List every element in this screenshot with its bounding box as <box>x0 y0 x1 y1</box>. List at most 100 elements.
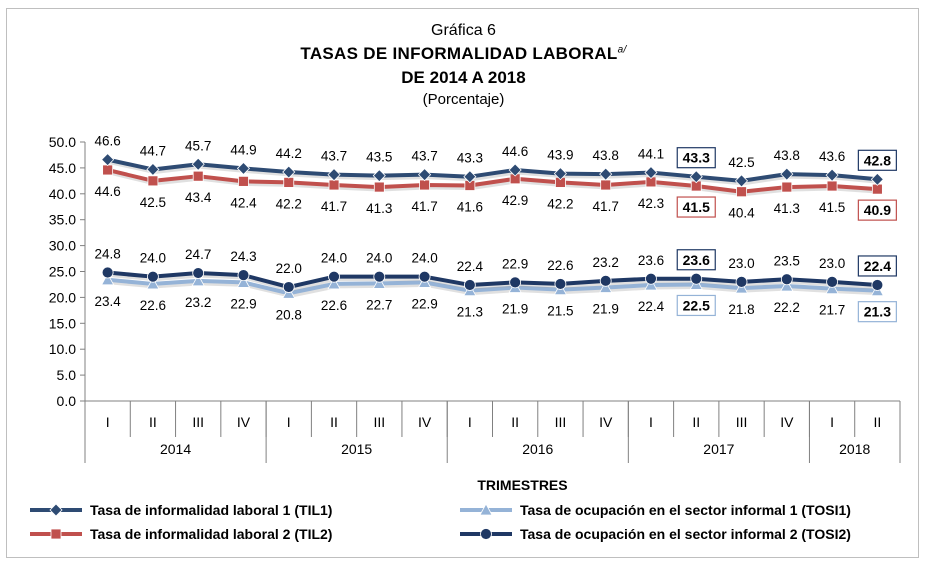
data-point <box>102 164 114 176</box>
data-label-box <box>857 301 897 323</box>
x-tick-label: II <box>511 414 519 430</box>
data-point <box>237 269 250 282</box>
data-label: 22.9 <box>502 256 528 271</box>
data-point <box>191 273 205 287</box>
data-label: 22.4 <box>457 259 484 274</box>
chart-title-unit: (Porcentaje) <box>0 91 927 108</box>
data-label: 44.1 <box>638 147 664 162</box>
data-point <box>146 277 160 290</box>
y-tick-label: 15.0 <box>49 315 76 331</box>
data-point <box>282 165 296 179</box>
data-label: 42.4 <box>230 195 257 210</box>
data-point <box>826 275 838 288</box>
x-tick-label: III <box>736 414 748 430</box>
data-label: 21.3 <box>457 305 483 320</box>
data-point <box>508 163 522 177</box>
data-point <box>192 170 204 182</box>
title-line4-text: (Porcentaje) <box>422 91 505 108</box>
data-point <box>418 168 432 182</box>
data-label: 22.4 <box>864 258 891 274</box>
data-label: 42.2 <box>276 196 302 211</box>
x-tick-label: II <box>692 414 700 430</box>
x-tick-label: III <box>373 414 385 430</box>
y-tick-label: 5.0 <box>57 367 77 383</box>
data-point <box>736 186 747 198</box>
data-point <box>238 175 249 187</box>
data-label: 43.9 <box>547 148 573 163</box>
data-label: 43.3 <box>683 150 710 166</box>
data-label: 44.7 <box>140 143 166 158</box>
data-label: 22.6 <box>321 298 347 313</box>
data-label: 24.0 <box>321 251 347 266</box>
data-label: 40.4 <box>728 206 755 221</box>
data-label: 44.6 <box>94 184 120 199</box>
x-tick-label: I <box>830 414 834 430</box>
data-label: 24.8 <box>94 247 120 262</box>
data-point <box>282 281 295 293</box>
data-point <box>870 172 884 186</box>
data-label: 24.0 <box>140 251 166 266</box>
legend-marker <box>479 503 493 516</box>
data-label: 22.2 <box>774 300 800 315</box>
series-line <box>107 157 878 183</box>
y-tick-label: 40.0 <box>49 186 76 202</box>
data-label: 41.6 <box>457 200 483 215</box>
data-point <box>780 279 794 292</box>
x-tick-label: I <box>287 414 291 430</box>
data-label: 22.6 <box>547 258 573 273</box>
data-label: 41.3 <box>774 201 800 216</box>
data-label: 22.7 <box>366 297 392 312</box>
data-label: 40.9 <box>864 202 891 218</box>
data-label-box <box>857 149 897 171</box>
data-label: 21.9 <box>502 302 528 317</box>
data-label-box <box>857 255 897 277</box>
y-tick-label: 25.0 <box>49 264 76 280</box>
legend-label: Tasa de informalidad laboral 2 (TIL2) <box>90 526 332 542</box>
data-label-box <box>676 196 716 218</box>
legend-label: Tasa de ocupación en el sector informal … <box>520 502 851 518</box>
data-point <box>236 161 251 175</box>
data-label: 41.7 <box>411 199 437 214</box>
data-label: 23.2 <box>593 255 619 270</box>
data-label: 42.3 <box>638 196 664 211</box>
title-footnote-mark: a/ <box>617 44 627 56</box>
data-point <box>236 275 251 288</box>
year-label: 2014 <box>160 441 191 457</box>
y-tick-label: 50.0 <box>49 134 76 150</box>
year-label: 2016 <box>522 441 553 457</box>
data-label: 41.7 <box>321 199 347 214</box>
data-label: 43.4 <box>185 190 212 205</box>
data-point <box>327 168 341 182</box>
y-tick-label: 30.0 <box>49 238 76 254</box>
x-tick-label: I <box>468 414 472 430</box>
data-point <box>100 272 115 286</box>
data-label: 21.5 <box>547 304 573 319</box>
data-label: 24.0 <box>366 251 392 266</box>
data-label: 43.8 <box>593 148 619 163</box>
data-label: 22.4 <box>638 299 665 314</box>
data-point <box>599 280 613 293</box>
x-tick-label: II <box>873 414 881 430</box>
title-line3-text: DE 2014 A 2018 <box>401 68 526 87</box>
data-label: 22.5 <box>683 297 710 313</box>
data-point <box>101 153 115 167</box>
data-label: 41.5 <box>683 199 710 215</box>
data-label-box <box>676 147 716 169</box>
y-tick-label: 35.0 <box>49 212 76 228</box>
series-line <box>107 270 878 290</box>
data-label: 46.6 <box>94 134 120 149</box>
data-point <box>735 275 748 288</box>
data-point <box>553 167 567 181</box>
x-tick-label: IV <box>599 414 613 430</box>
data-label: 22.0 <box>276 261 302 276</box>
data-point <box>871 279 884 291</box>
x-tick-label: II <box>149 414 157 430</box>
data-point <box>192 267 205 279</box>
data-point <box>373 270 386 283</box>
x-tick-label: I <box>106 414 110 430</box>
data-point <box>146 162 160 177</box>
data-label: 43.6 <box>819 149 845 164</box>
data-point <box>600 179 612 191</box>
data-label: 24.0 <box>411 251 437 266</box>
